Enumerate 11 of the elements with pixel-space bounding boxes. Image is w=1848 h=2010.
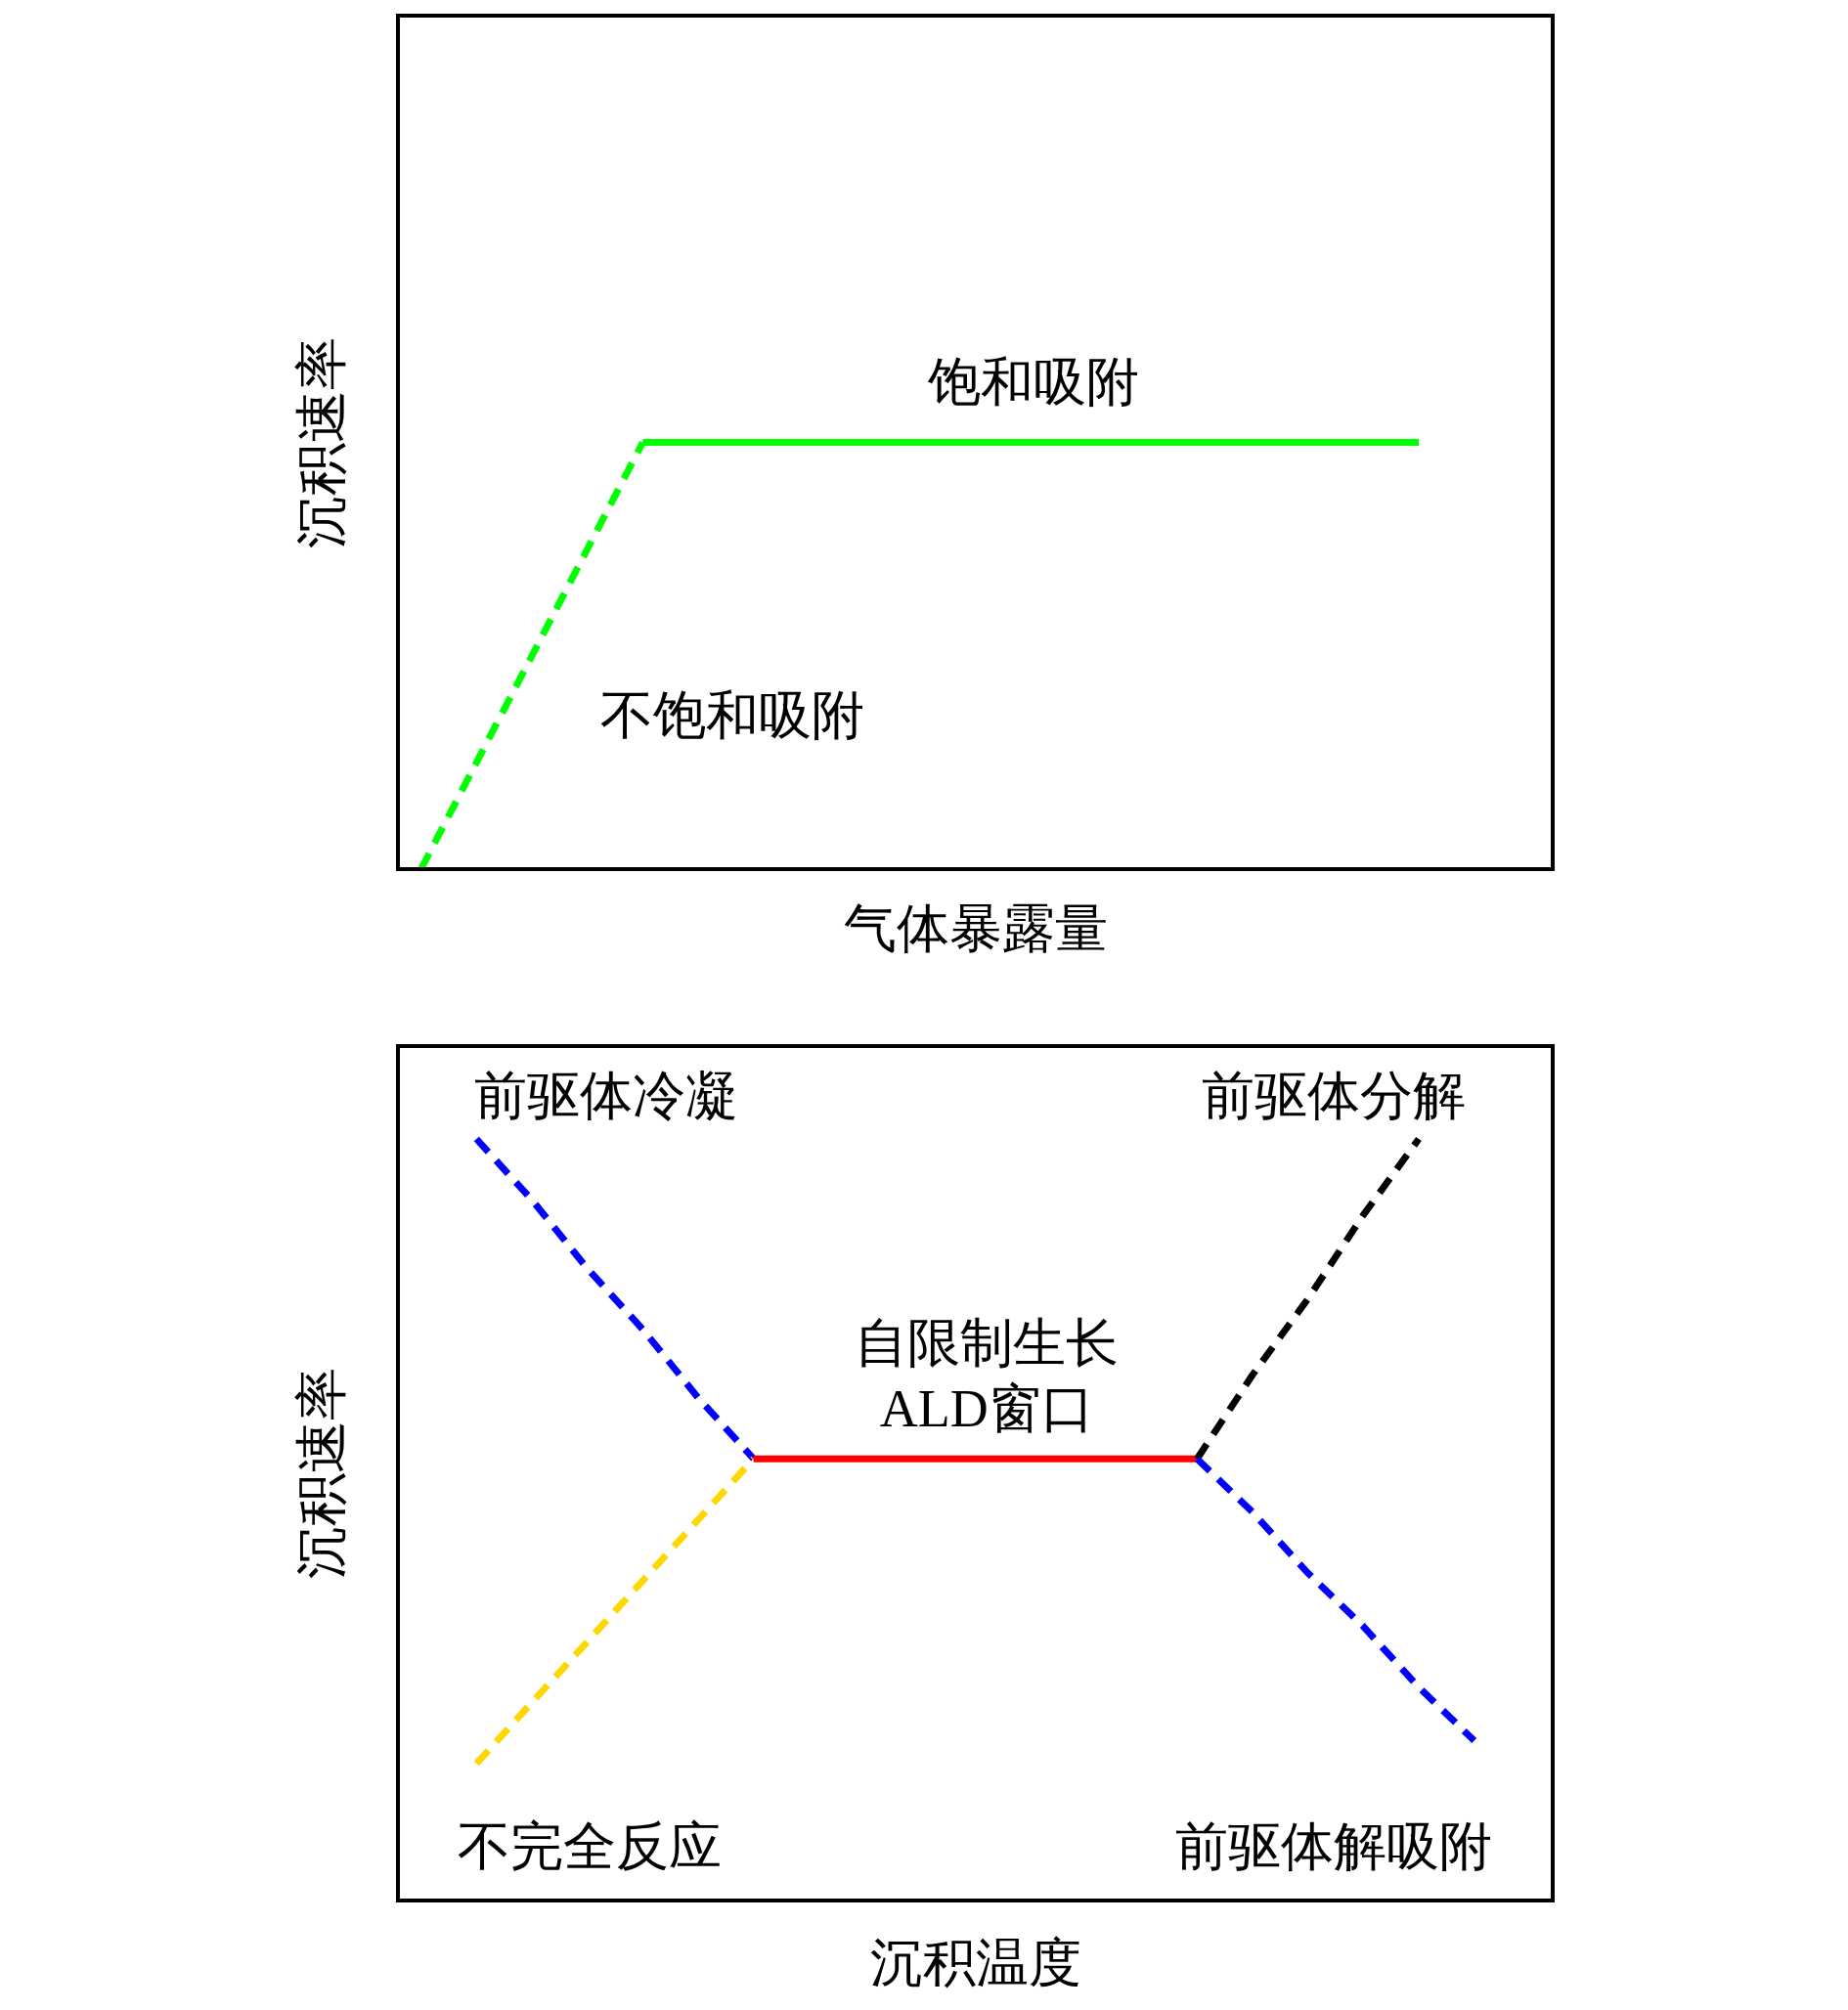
y-axis-title: 沉积速率	[292, 336, 351, 548]
annotation: 不完全反应	[458, 1816, 723, 1876]
annotation: 不饱和吸附	[600, 685, 865, 745]
annotation: 前驱体解吸附	[1174, 1816, 1492, 1876]
annotation: 自限制生长 ALD窗口	[855, 1313, 1120, 1439]
text: 饱和吸附	[926, 353, 1139, 413]
text: 前驱体分解	[1201, 1066, 1466, 1125]
x-axis-title: 沉积温度	[869, 1934, 1081, 1992]
text: 前驱体冷凝	[473, 1066, 738, 1125]
y-axis-title: 沉积速率	[292, 1368, 351, 1579]
x-axis-title: 气体暴露量	[843, 899, 1108, 958]
